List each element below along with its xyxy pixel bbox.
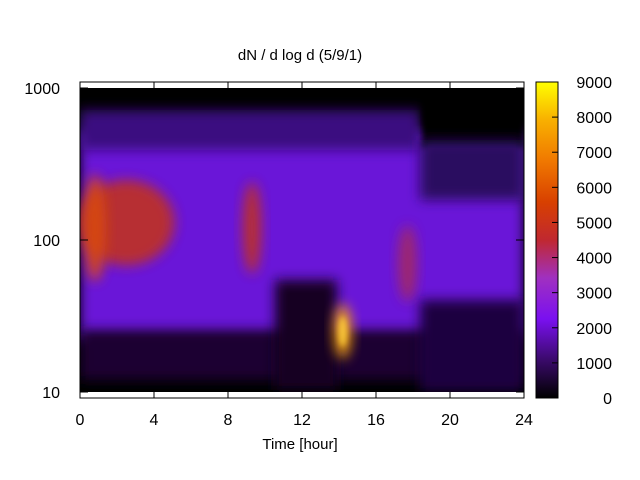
colorbar-tick-label: 8000	[576, 110, 612, 127]
upper-right-purple	[420, 140, 524, 200]
colorbar-axis: 0 1000 2000 3000 4000 5000 6000 7000 8000 9000	[552, 75, 612, 408]
y-tick-label: 100	[33, 233, 60, 250]
y-axis: 10 100 1000	[24, 81, 524, 402]
colorbar-tick-label: 4000	[576, 251, 612, 268]
colorbar-tick-label: 9000	[576, 75, 612, 92]
x-tick-label: 0	[76, 412, 85, 429]
chart-title: dN / d log d (5/9/1)	[238, 47, 362, 64]
x-axis: 0 4 8 12 16 20 24	[76, 82, 533, 429]
heat-feature-2	[242, 182, 262, 274]
y-tick-label: 1000	[24, 81, 60, 98]
x-tick-label: 24	[515, 412, 533, 429]
heat-feature-4	[398, 225, 417, 302]
heat-feature-1	[83, 174, 106, 282]
x-tick-label: 12	[293, 412, 311, 429]
x-tick-label: 16	[367, 412, 385, 429]
colorbar-border	[535, 81, 559, 399]
x-tick-label: 20	[441, 412, 459, 429]
x-tick-label: 4	[150, 412, 159, 429]
colorbar-tick-label: 5000	[576, 215, 612, 232]
heatmap-surface	[80, 88, 524, 392]
x-tick-label: 8	[224, 412, 233, 429]
colorbar-tick-label: 7000	[576, 145, 612, 162]
y-tick-label: 10	[42, 385, 60, 402]
lower-right-dark	[420, 300, 524, 392]
colorbar-tick-label: 1000	[576, 356, 612, 373]
colorbar-tick-label: 2000	[576, 321, 612, 338]
x-axis-label: Time [hour]	[262, 436, 337, 453]
colorbar-tick-label: 6000	[576, 180, 612, 197]
upper-right-dark	[422, 88, 524, 148]
heat-feature-core-3	[338, 316, 347, 347]
band-upper	[80, 110, 420, 150]
gap-dark	[275, 280, 337, 390]
colorbar-tick-label: 0	[603, 391, 612, 408]
colorbar-tick-label: 3000	[576, 286, 612, 303]
colorbar	[536, 82, 558, 398]
